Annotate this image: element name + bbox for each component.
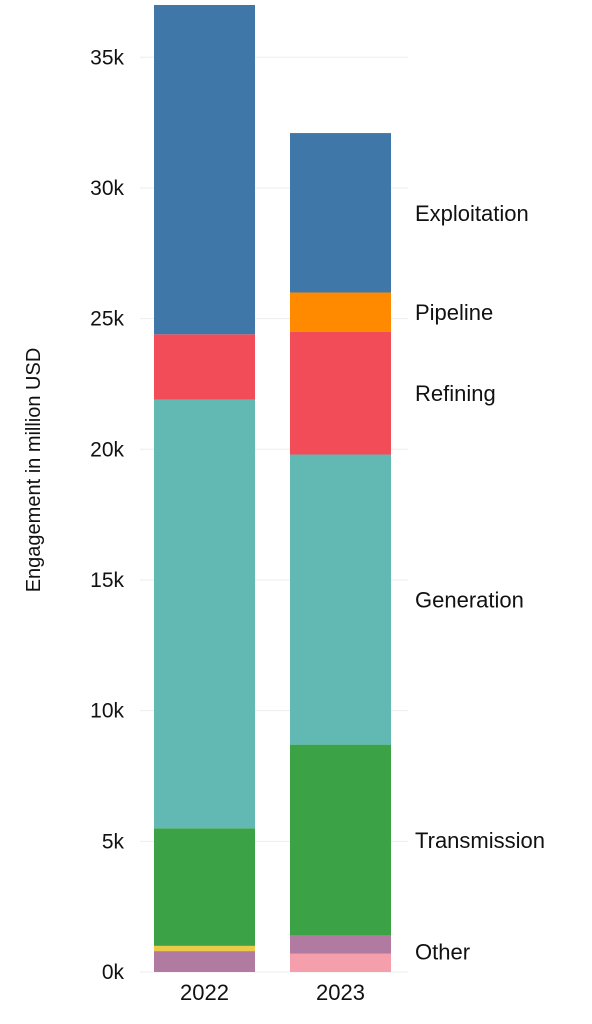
bar-segment: [290, 292, 391, 332]
y-tick-label: 10k: [90, 700, 124, 723]
series-label: Exploitation: [415, 201, 529, 226]
bar-segment: [154, 951, 255, 972]
series-label: Transmission: [415, 828, 545, 853]
bar-segment: [290, 744, 391, 936]
bar-segment: [154, 334, 255, 400]
series-label: Refining: [415, 381, 496, 406]
y-tick-label: 25k: [90, 308, 124, 331]
bar-segment: [290, 454, 391, 745]
series-label: Pipeline: [415, 300, 493, 325]
x-tick-label: 2023: [316, 980, 365, 1005]
segment-labels: Other Transmission Generation Refining Pipel…: [415, 201, 545, 965]
y-axis-ticks: 0k 5k 10k 15k 20k 25k 30k 35k: [90, 46, 124, 984]
x-tick-label: 2022: [180, 980, 229, 1005]
y-tick-label: 30k: [90, 177, 124, 200]
bar-segment: [290, 953, 391, 972]
y-tick-label: 0k: [102, 961, 125, 984]
bar-segment: [154, 5, 255, 335]
y-tick-label: 20k: [90, 438, 124, 461]
bar-segment: [290, 935, 391, 954]
y-tick-label: 35k: [90, 46, 124, 69]
y-tick-label: 15k: [90, 569, 124, 592]
series-label: Other: [415, 940, 470, 965]
bar-segment: [290, 331, 391, 455]
bar-segment: [154, 945, 255, 952]
series-label: Generation: [415, 588, 524, 613]
y-axis-label: Engagement in million USD: [23, 348, 45, 593]
x-axis-categories: 2022 2023: [180, 980, 365, 1005]
y-tick-label: 5k: [102, 830, 125, 853]
bar-segment: [154, 828, 255, 946]
bars: [154, 5, 391, 972]
bar-segment: [154, 399, 255, 829]
bar-segment: [290, 133, 391, 293]
